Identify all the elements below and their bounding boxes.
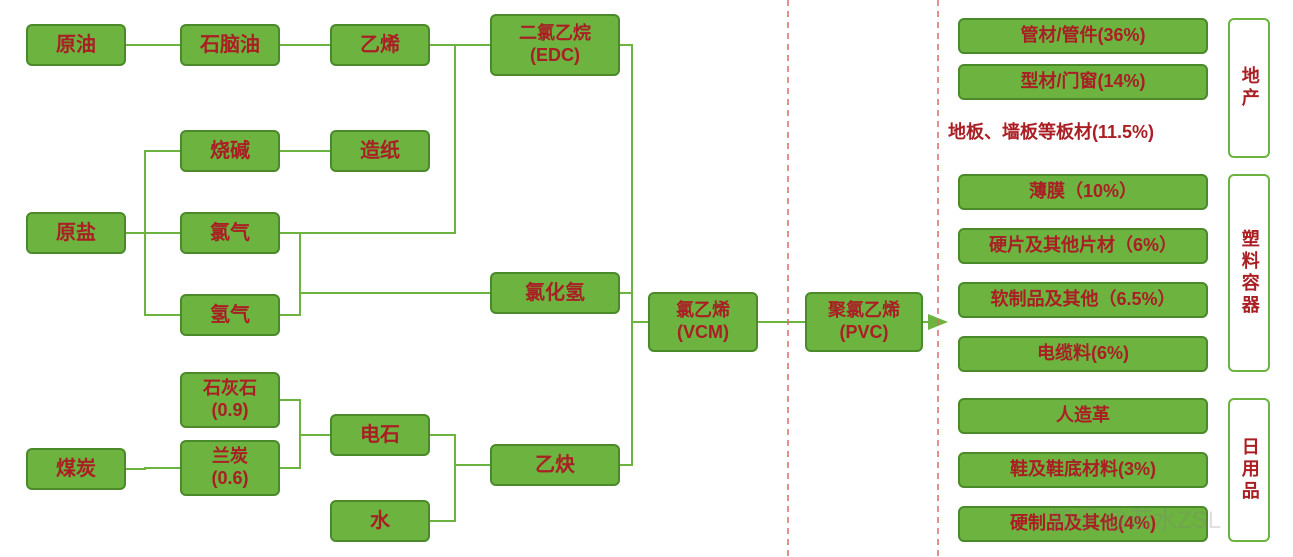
node-app_leather: 人造革 bbox=[958, 398, 1208, 434]
edge bbox=[620, 322, 632, 465]
node-pvc: 聚氯乙烯 (PVC) bbox=[805, 292, 923, 352]
edge bbox=[126, 468, 180, 469]
node-calcium_carbide: 电石 bbox=[330, 414, 430, 456]
edge bbox=[280, 400, 330, 435]
node-hydrogen: 氢气 bbox=[180, 294, 280, 336]
edge bbox=[430, 435, 490, 465]
node-app_pipe: 管材/管件(36%) bbox=[958, 18, 1208, 54]
node-limestone: 石灰石 (0.9) bbox=[180, 372, 280, 428]
node-app_profile: 型材/门窗(14%) bbox=[958, 64, 1208, 100]
node-vcm: 氯乙烯 (VCM) bbox=[648, 292, 758, 352]
node-chlorine: 氯气 bbox=[180, 212, 280, 254]
node-lantan: 兰炭 (0.6) bbox=[180, 440, 280, 496]
node-raw_salt: 原盐 bbox=[26, 212, 126, 254]
node-app_cable: 电缆料(6%) bbox=[958, 336, 1208, 372]
node-water: 水 bbox=[330, 500, 430, 542]
node-paper: 造纸 bbox=[330, 130, 430, 172]
node-ethylene: 乙烯 bbox=[330, 24, 430, 66]
node-edc: 二氯乙烷 (EDC) bbox=[490, 14, 620, 76]
category-cat_plastic: 塑料容器 bbox=[1228, 174, 1270, 372]
node-coal: 煤炭 bbox=[26, 448, 126, 490]
edge bbox=[620, 45, 648, 322]
node-acetylene: 乙炔 bbox=[490, 444, 620, 486]
edge bbox=[430, 465, 455, 521]
node-app_film: 薄膜（10%） bbox=[958, 174, 1208, 210]
node-app_soft: 软制品及其他（6.5%） bbox=[958, 282, 1208, 318]
node-caustic: 烧碱 bbox=[180, 130, 280, 172]
edge bbox=[280, 233, 490, 293]
node-app_shoe: 鞋及鞋底材料(3%) bbox=[958, 452, 1208, 488]
category-cat_realestate: 地产 bbox=[1228, 18, 1270, 158]
node-app_hard: 硬制品及其他(4%) bbox=[958, 506, 1208, 542]
edge bbox=[126, 151, 180, 233]
edge bbox=[145, 233, 180, 315]
node-app_floor: 地板、墙板等板材(11.5%) bbox=[948, 108, 1216, 158]
node-naphtha: 石脑油 bbox=[180, 24, 280, 66]
node-hcl: 氯化氢 bbox=[490, 272, 620, 314]
node-crude_oil: 原油 bbox=[26, 24, 126, 66]
category-cat_daily: 日用品 bbox=[1228, 398, 1270, 542]
node-app_sheet: 硬片及其他片材（6%） bbox=[958, 228, 1208, 264]
edge bbox=[280, 293, 300, 315]
edge bbox=[280, 435, 300, 468]
